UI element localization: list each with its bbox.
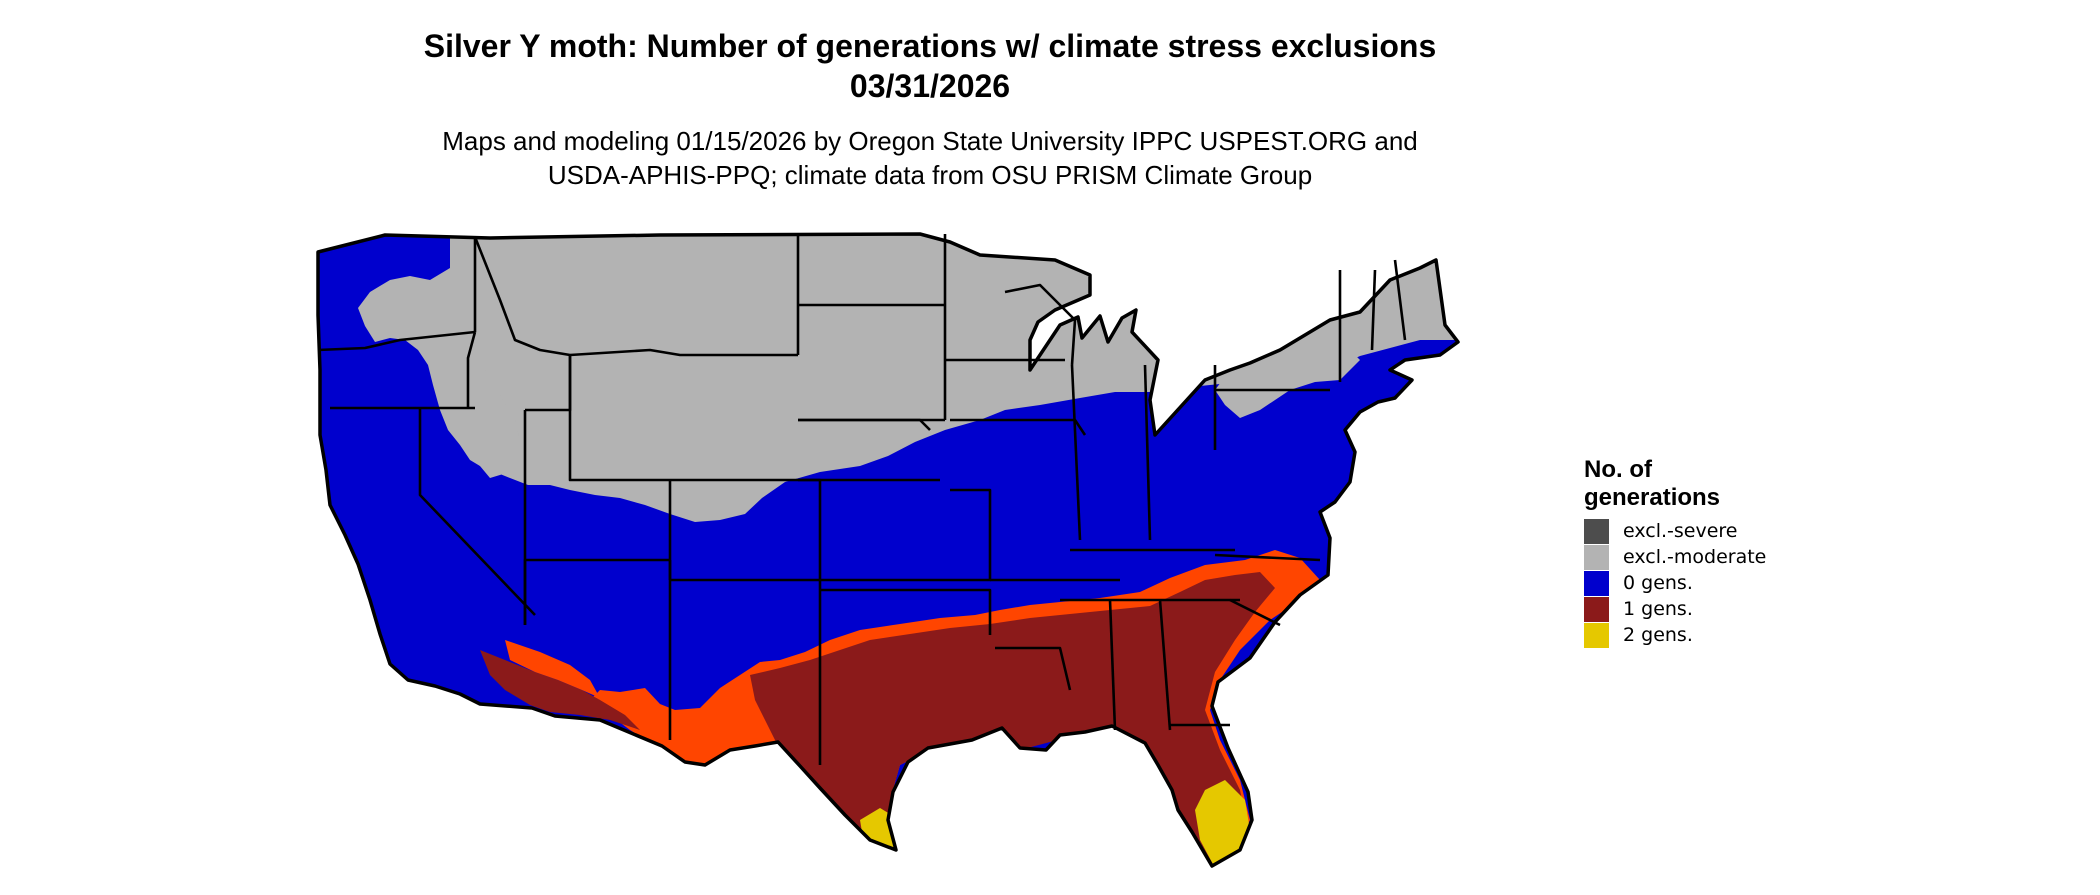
border-ok-tx [820, 588, 992, 635]
legend-swatch [1584, 570, 1609, 596]
legend-item-1-gens: 1 gens. [1584, 596, 1766, 622]
legend-item-0-gens: 0 gens. [1584, 570, 1766, 596]
us-generations-map [316, 232, 1460, 868]
border-wa-or [317, 330, 476, 352]
border-al-ga [1158, 599, 1172, 731]
border-nc-sc [1229, 598, 1281, 627]
border-wi-il [1004, 283, 1077, 366]
border-il-in [1070, 364, 1082, 541]
legend-label: 1 gens. [1623, 598, 1693, 620]
border-ut-az [523, 558, 670, 625]
legend-label: excl.-severe [1623, 520, 1738, 542]
state-borders [316, 232, 1460, 868]
legend-label: 0 gens. [1623, 572, 1693, 594]
border-ca-nv [418, 408, 536, 616]
title-line-1: Silver Y moth: Number of generations w/ … [423, 28, 1437, 64]
zone-1-gen-southwest [480, 650, 640, 730]
map-subtitle: Maps and modeling 01/15/2026 by Oregon S… [0, 124, 1860, 192]
border-va-nc [1214, 553, 1321, 562]
legend-swatch [1584, 544, 1609, 570]
subtitle-line-2: USDA-APHIS-PPQ; climate data from OSU PR… [547, 160, 1313, 190]
border-ms-al [1108, 599, 1117, 731]
subtitle-line-1: Maps and modeling 01/15/2026 by Oregon S… [442, 126, 1418, 156]
legend: No. of generations excl.-severe excl.-mo… [1584, 456, 1766, 648]
legend-title-line-1: No. of [1584, 456, 1652, 483]
zone-2-gens-florida [1195, 780, 1250, 866]
border-or-id [466, 331, 477, 408]
zone-excl-moderate-mountain [435, 365, 522, 478]
border-id-mt [473, 236, 571, 357]
legend-swatch [1584, 518, 1609, 544]
zone-1-gen-southeast [750, 572, 1275, 866]
legend-label: 2 gens. [1623, 624, 1693, 646]
legend-swatch [1584, 596, 1609, 622]
title-date: 03/31/2026 [849, 68, 1011, 104]
zone-1-gen-margin-southwest [505, 640, 600, 698]
border-vt-nh [1370, 269, 1377, 351]
legend-title-line-2: generations [1584, 484, 1721, 511]
border-in-oh [1143, 364, 1152, 541]
border-ks-ok [820, 488, 992, 582]
border-wy-south [568, 355, 798, 482]
border-mt-wy [569, 348, 798, 357]
legend-item-2-gens: 2 gens. [1584, 622, 1766, 648]
border-ar-la [995, 646, 1072, 691]
legend-swatch [1584, 622, 1609, 648]
legend-item-excl-severe: excl.-severe [1584, 518, 1766, 544]
legend-title: No. of generations [1584, 456, 1766, 512]
zone-excl-moderate-east [1215, 340, 1360, 418]
legend-item-excl-moderate: excl.-moderate [1584, 544, 1766, 570]
border-nh-me [1393, 259, 1407, 341]
map-title: Silver Y moth: Number of generations w/ … [0, 26, 1860, 106]
legend-label: excl.-moderate [1623, 546, 1767, 568]
